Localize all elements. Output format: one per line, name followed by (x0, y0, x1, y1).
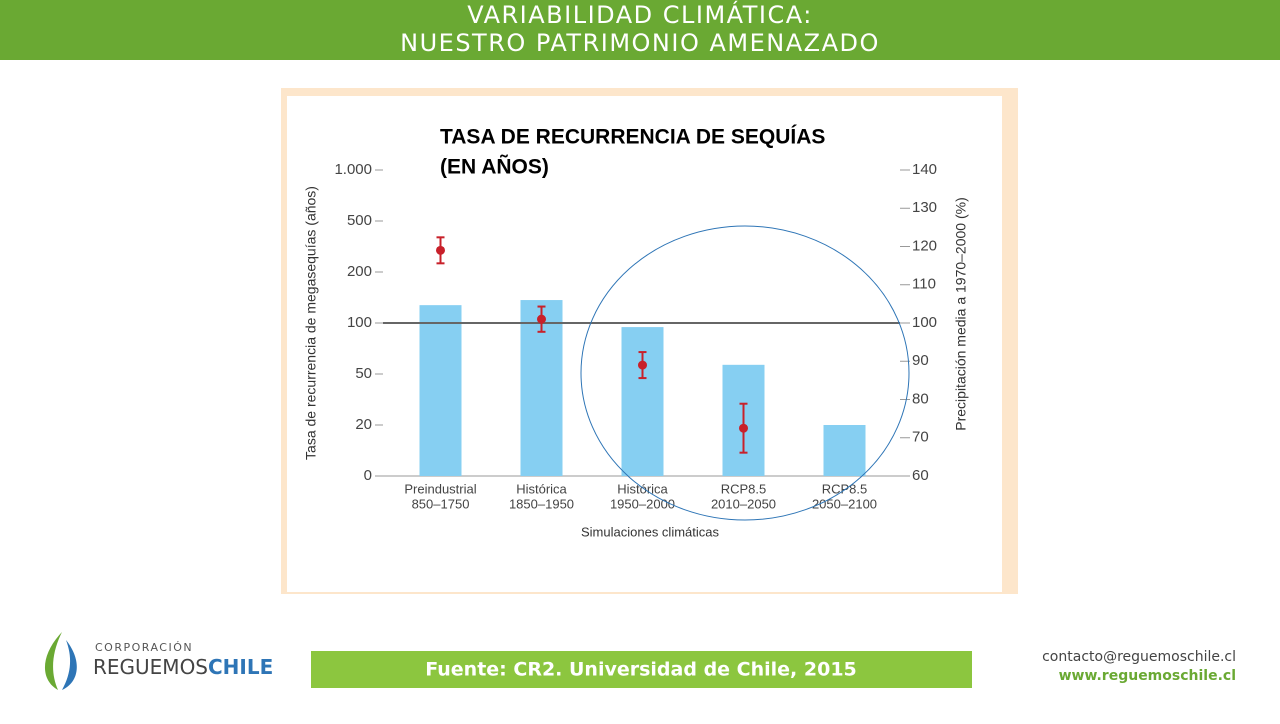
chart-title: (EN AÑOS) (440, 156, 549, 179)
chart: TASA DE RECURRENCIA DE SEQUÍAS (EN AÑOS)… (303, 126, 969, 540)
y2-tick-label: 100 (912, 314, 937, 331)
y2-tick-label: 140 (912, 161, 937, 178)
bar (419, 305, 462, 476)
logo-drop (62, 640, 77, 690)
logo-main: REGUEMOSCHILE (93, 655, 273, 679)
y2-axis-label: Precipitación media a 1970–2000 (%) (953, 197, 969, 430)
y2-tick-label: 120 (912, 237, 937, 254)
logo-drop (44, 632, 62, 690)
logo-top: CORPORACIÓN (95, 641, 193, 654)
email: contacto@reguemoschile.cl (1042, 649, 1236, 665)
x-tick-label: RCP8.5 (721, 481, 767, 496)
x-tick-label: 1850–1950 (509, 496, 574, 511)
point (739, 423, 748, 433)
source: Fuente: CR2. Universidad de Chile, 2015 (425, 659, 857, 681)
point (638, 360, 647, 370)
point (537, 314, 546, 324)
y2-tick-label: 60 (912, 467, 929, 484)
y2-tick-label: 80 (912, 390, 929, 407)
y-tick-label: 100 (347, 314, 372, 331)
header-bar (0, 0, 1280, 60)
x-axis-label: Simulaciones climáticas (581, 524, 719, 539)
source-box (311, 651, 972, 688)
y-tick-label: 200 (347, 263, 372, 280)
y-tick-label: 20 (355, 416, 372, 433)
x-tick-label: 2050–2100 (812, 496, 877, 511)
slide-title: VARIABILIDAD CLIMÁTICA: (467, 0, 813, 29)
y-tick-label: 0 (364, 467, 372, 484)
x-tick-label: Preindustrial (404, 481, 476, 496)
y2-tick-label: 130 (912, 199, 937, 216)
x-tick-label: Histórica (617, 481, 668, 496)
x-tick-label: 850–1750 (412, 496, 470, 511)
x-tick-label: RCP8.5 (822, 481, 868, 496)
bar (621, 327, 664, 476)
y2-tick-label: 110 (912, 276, 936, 293)
y2-tick-label: 70 (912, 429, 929, 446)
website: www.reguemoschile.cl (1059, 668, 1236, 684)
point (436, 245, 445, 255)
logo: CORPORACIÓN REGUEMOSCHILE (44, 632, 273, 690)
chart-title: TASA DE RECURRENCIA DE SEQUÍAS (440, 126, 825, 149)
y-axis-label: Tasa de recurrencia de megasequías (años… (303, 186, 319, 460)
logo-main: REGUEMOS (93, 655, 208, 679)
y-tick-label: 500 (347, 212, 372, 229)
bar (823, 425, 866, 476)
y2-tick-label: 90 (912, 352, 929, 369)
x-tick-label: 1950–2000 (610, 496, 675, 511)
y-tick-label: 1.000 (334, 161, 372, 178)
slide-title: NUESTRO PATRIMONIO AMENAZADO (400, 29, 880, 57)
x-tick-label: Histórica (516, 481, 567, 496)
y-tick-label: 50 (355, 365, 372, 382)
logo-accent: CHILE (208, 655, 273, 679)
x-tick-label: 2010–2050 (711, 496, 776, 511)
highlight-circle (580, 225, 910, 521)
